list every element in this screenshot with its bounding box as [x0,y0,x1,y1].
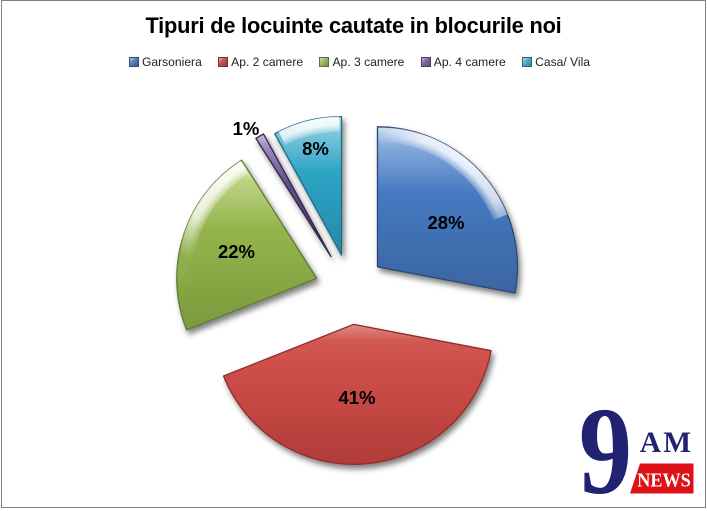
svg-text:AM: AM [640,427,694,459]
svg-text:NEWS: NEWS [637,471,691,492]
svg-text:9: 9 [579,383,632,511]
